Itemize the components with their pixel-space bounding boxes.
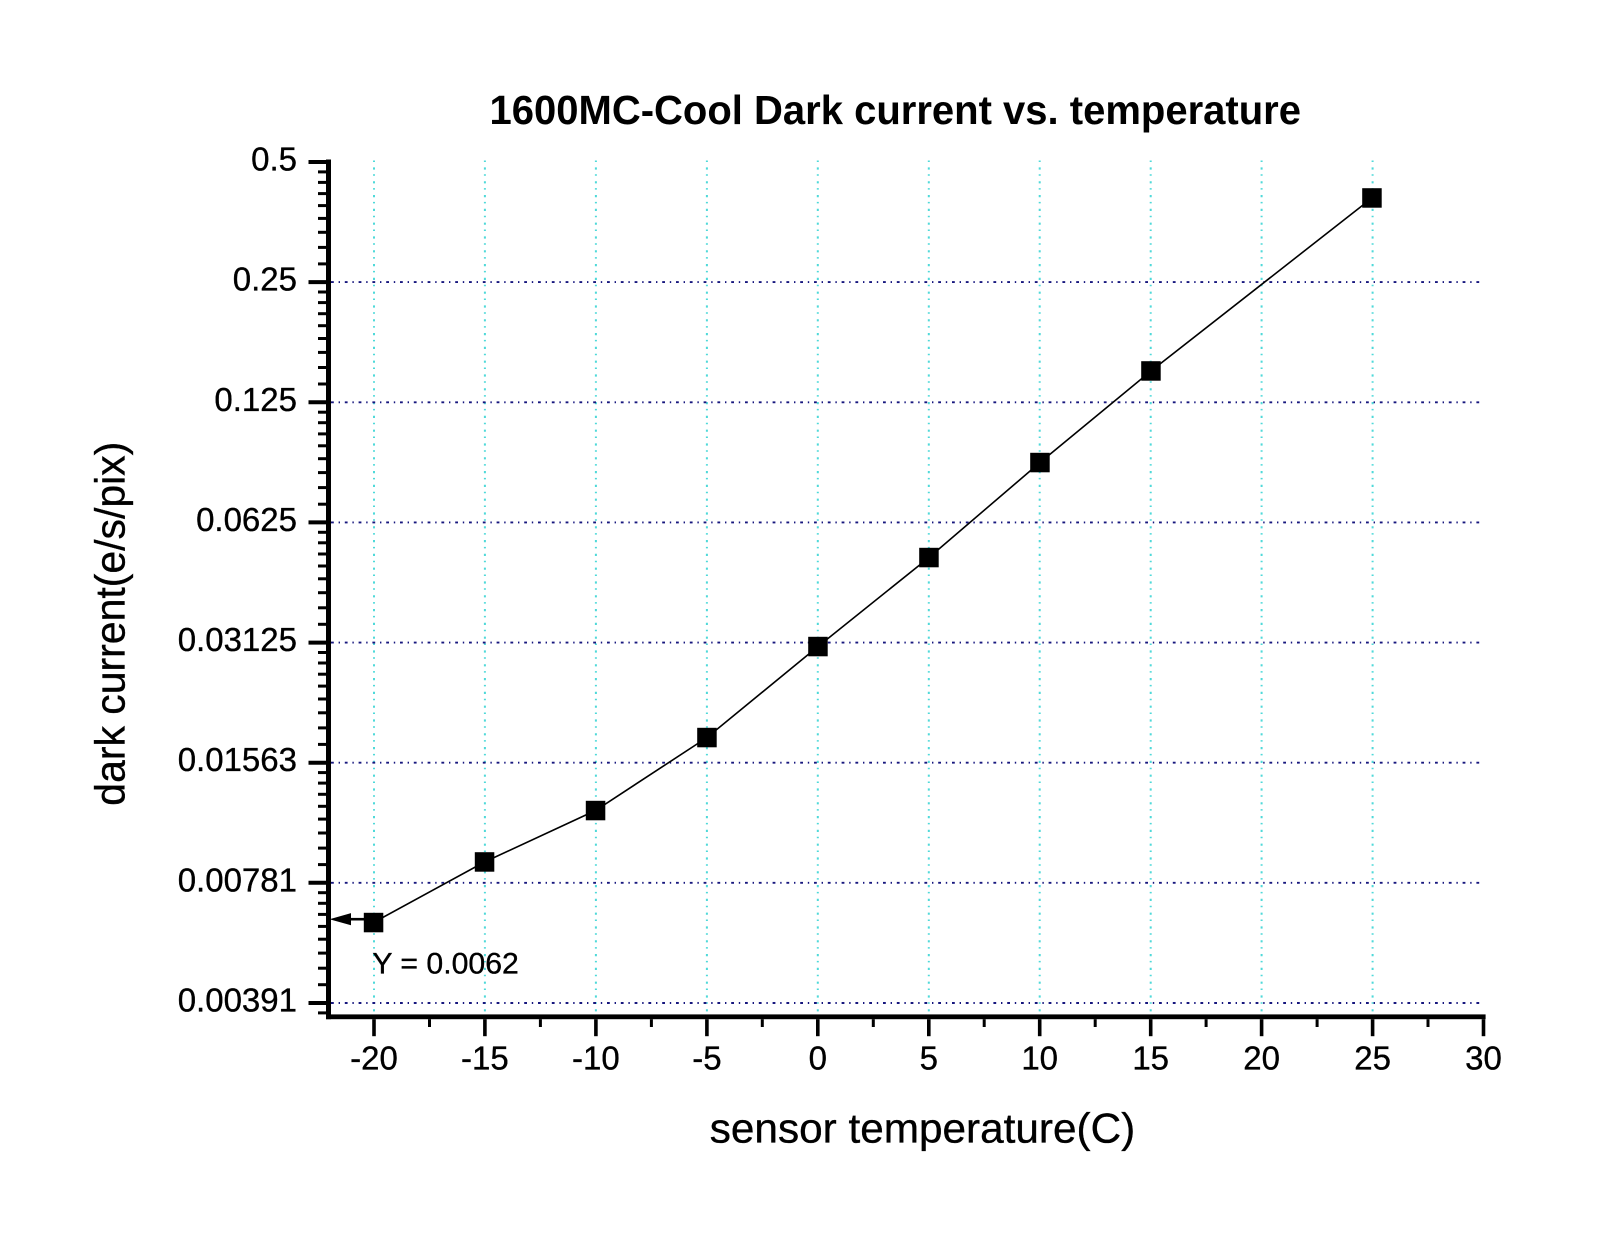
svg-text:30: 30 xyxy=(1465,1040,1502,1077)
svg-text:dark current(e/s/pix): dark current(e/s/pix) xyxy=(87,442,134,806)
svg-text:0.125: 0.125 xyxy=(214,381,297,418)
svg-text:10: 10 xyxy=(1021,1040,1058,1077)
svg-text:0.25: 0.25 xyxy=(233,261,297,298)
svg-text:sensor temperature(C): sensor temperature(C) xyxy=(710,1105,1136,1152)
svg-text:25: 25 xyxy=(1354,1040,1391,1077)
svg-text:-10: -10 xyxy=(572,1040,620,1077)
svg-text:0.03125: 0.03125 xyxy=(178,621,297,658)
svg-text:5: 5 xyxy=(920,1040,938,1077)
svg-text:0.00781: 0.00781 xyxy=(178,861,297,898)
svg-text:-20: -20 xyxy=(350,1040,398,1077)
svg-text:Y = 0.0062: Y = 0.0062 xyxy=(372,947,518,980)
svg-text:0: 0 xyxy=(809,1040,827,1077)
svg-text:-15: -15 xyxy=(461,1040,509,1077)
svg-text:15: 15 xyxy=(1132,1040,1169,1077)
svg-text:0.0625: 0.0625 xyxy=(196,501,297,538)
svg-text:1600MC-Cool Dark current vs. t: 1600MC-Cool Dark current vs. temperature xyxy=(490,87,1302,133)
svg-text:0.5: 0.5 xyxy=(251,141,297,178)
svg-text:20: 20 xyxy=(1243,1040,1280,1077)
svg-text:-5: -5 xyxy=(692,1040,721,1077)
svg-text:0.01563: 0.01563 xyxy=(178,741,297,778)
svg-text:0.00391: 0.00391 xyxy=(178,982,297,1019)
